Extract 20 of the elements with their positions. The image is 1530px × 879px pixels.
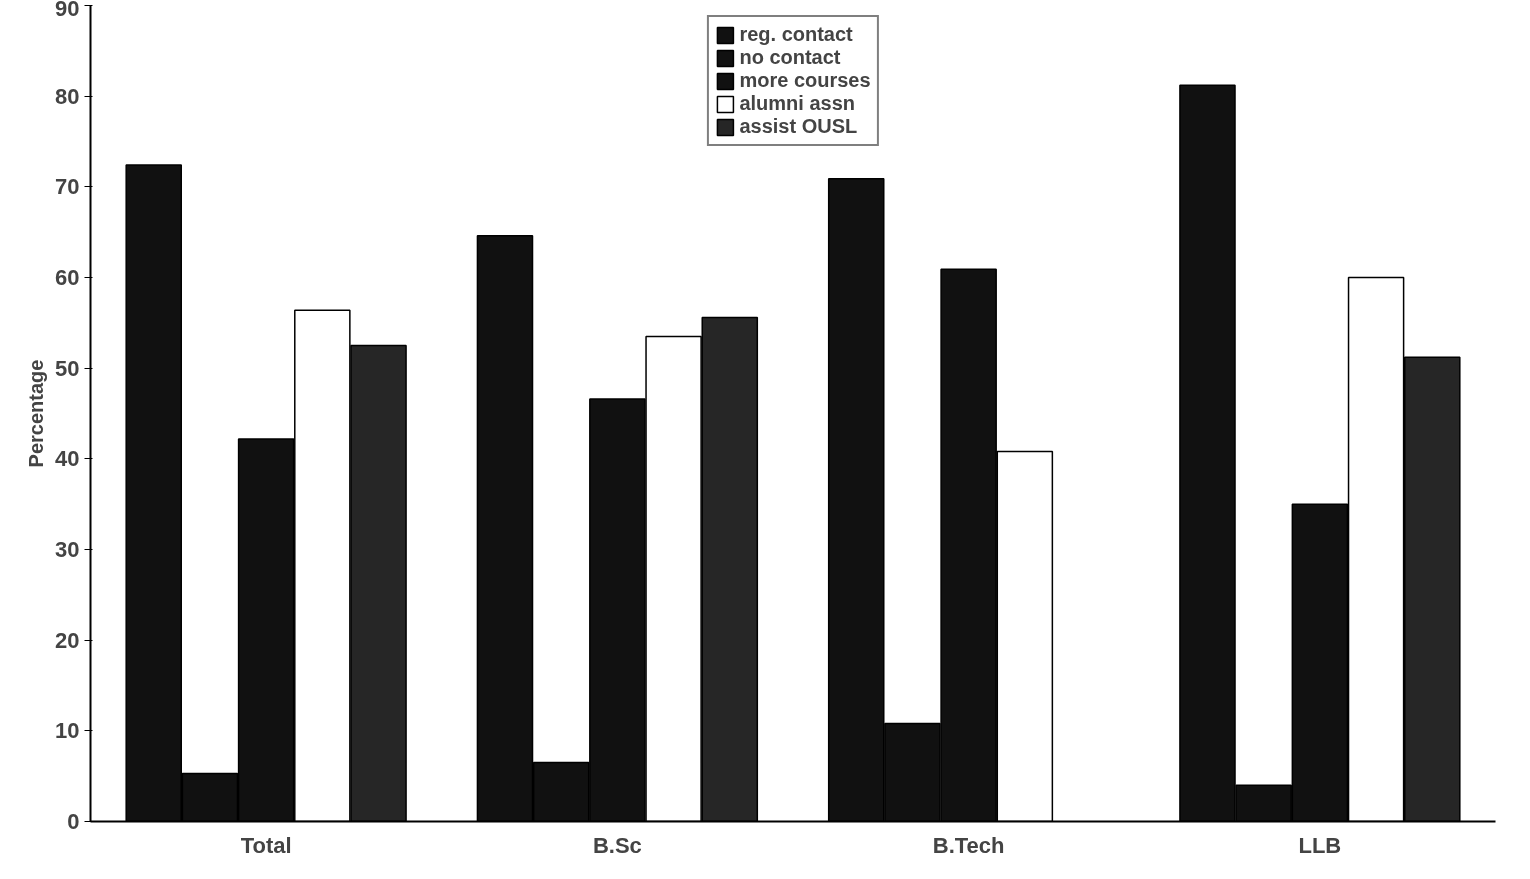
- y-tick-label: 90: [55, 0, 80, 21]
- y-tick-label: 60: [55, 265, 80, 290]
- y-tick-label: 50: [55, 355, 80, 381]
- y-tick-label: 10: [55, 718, 80, 744]
- y-tick-label: 80: [55, 83, 80, 109]
- x-tick-label: B.Tech: [932, 832, 1005, 858]
- legend-label: assist OUSL: [739, 115, 858, 138]
- y-tick-label: 70: [55, 174, 80, 200]
- y-tick-label: 30: [55, 537, 80, 562]
- y-tick-label: 40: [55, 446, 80, 472]
- x-tick-label: LLB: [1298, 832, 1342, 858]
- legend-label: no contact: [739, 46, 841, 69]
- x-tick-label: Total: [240, 832, 292, 858]
- legend-label: alumni assn: [739, 92, 856, 115]
- legend-label: more courses: [739, 69, 871, 92]
- y-tick-label: 20: [55, 627, 80, 653]
- y-tick-label: 0: [67, 809, 80, 834]
- legend-label: reg. contact: [739, 23, 853, 46]
- x-tick-label: B.Sc: [592, 832, 642, 858]
- y-axis-title: Percentage: [25, 359, 48, 468]
